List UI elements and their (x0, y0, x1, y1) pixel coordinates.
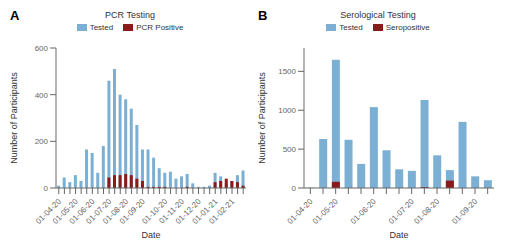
svg-text:01-04-20: 01-04-20 (34, 196, 63, 226)
svg-text:600: 600 (35, 44, 49, 53)
svg-text:0: 0 (44, 184, 49, 193)
svg-text:01-04-20: 01-04-20 (286, 196, 315, 225)
svg-text:01-06-20: 01-06-20 (349, 196, 378, 225)
svg-text:1500: 1500 (278, 67, 296, 76)
html-text:Tested: Tested (339, 23, 363, 32)
svg-text:01-05-20: 01-05-20 (311, 196, 340, 225)
html-text:A: A (10, 8, 20, 23)
svg-text:01-11-20: 01-11-20 (157, 196, 186, 226)
svg-text:500: 500 (283, 145, 297, 154)
svg-text:Date: Date (141, 230, 160, 238)
svg-text:01-07-20: 01-07-20 (84, 196, 114, 226)
svg-text:400: 400 (35, 91, 49, 100)
svg-text:1000: 1000 (278, 106, 296, 115)
svg-text:01-06-20: 01-06-20 (67, 196, 97, 226)
svg-text:01-08-20: 01-08-20 (412, 196, 441, 225)
svg-text:200: 200 (35, 137, 49, 146)
html-text:Tested: Tested (89, 23, 114, 32)
svg-text:01-12-20: 01-12-20 (173, 196, 203, 226)
svg-text:01-05-20: 01-05-20 (50, 196, 80, 226)
svg-text:Number of Participants: Number of Participants (9, 72, 19, 164)
svg-text:01-09-20: 01-09-20 (450, 196, 479, 225)
svg-text:01-08-20: 01-08-20 (101, 196, 131, 226)
svg-text:01-09-20: 01-09-20 (117, 196, 147, 226)
html-text:PCR Testing: PCR Testing (105, 10, 155, 20)
html-text:PCR Positive: PCR Positive (136, 23, 184, 32)
svg-text:01-10-20: 01-10-20 (140, 196, 170, 226)
html-text:B: B (258, 8, 268, 23)
svg-text:01-01-21: 01-01-21 (190, 196, 220, 226)
svg-text:01-07-20: 01-07-20 (387, 196, 416, 225)
html-text:Serological Testing: Serological Testing (340, 10, 416, 20)
svg-text:01-02-21: 01-02-21 (207, 196, 236, 225)
svg-text:0: 0 (292, 184, 297, 193)
svg-text:Number of Participants: Number of Participants (257, 72, 267, 164)
svg-text:Date: Date (389, 230, 408, 238)
html-text:Seropositive: Seropositive (385, 23, 430, 32)
